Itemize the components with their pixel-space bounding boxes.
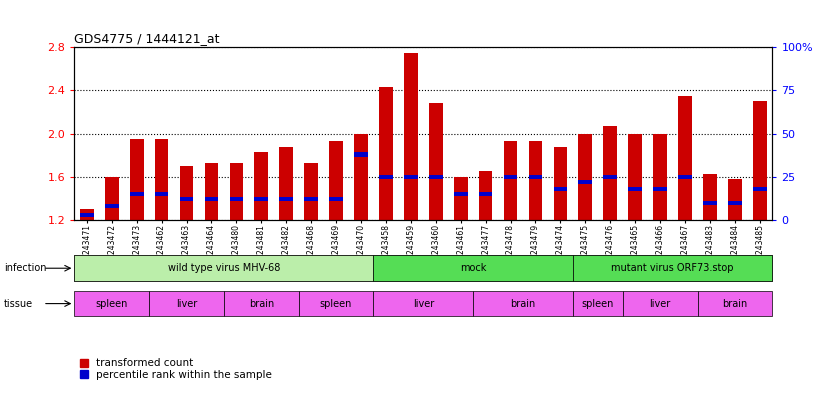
Bar xyxy=(180,197,193,202)
Bar xyxy=(697,291,772,316)
Bar xyxy=(330,141,343,220)
Legend: transformed count, percentile rank within the sample: transformed count, percentile rank withi… xyxy=(79,358,272,380)
Bar xyxy=(753,187,767,191)
Text: mock: mock xyxy=(460,263,487,273)
Text: liver: liver xyxy=(176,299,197,309)
Text: spleen: spleen xyxy=(96,299,128,309)
Bar xyxy=(479,171,492,220)
Bar xyxy=(404,53,418,220)
Bar xyxy=(354,152,368,156)
Bar xyxy=(330,197,343,202)
Bar xyxy=(504,141,517,220)
Bar xyxy=(573,255,772,281)
Text: GDS4775 / 1444121_at: GDS4775 / 1444121_at xyxy=(74,31,220,44)
Bar xyxy=(553,187,567,191)
Bar xyxy=(529,141,543,220)
Text: liver: liver xyxy=(649,299,671,309)
Bar xyxy=(604,126,617,220)
Bar xyxy=(205,163,218,220)
Bar xyxy=(74,255,373,281)
Text: brain: brain xyxy=(722,299,748,309)
Bar xyxy=(80,213,93,217)
Bar xyxy=(224,291,299,316)
Bar xyxy=(653,134,667,220)
Bar xyxy=(453,192,468,196)
Bar xyxy=(504,174,517,179)
Bar xyxy=(379,174,393,179)
Bar xyxy=(299,291,373,316)
Bar xyxy=(154,139,169,220)
Bar xyxy=(404,174,418,179)
Bar xyxy=(254,152,268,220)
Bar xyxy=(573,291,623,316)
Bar xyxy=(105,177,119,220)
Bar xyxy=(354,134,368,220)
Bar xyxy=(205,197,218,202)
Bar xyxy=(180,166,193,220)
Bar xyxy=(728,200,742,205)
Bar xyxy=(753,101,767,220)
Bar xyxy=(254,197,268,202)
Bar xyxy=(728,179,742,220)
Bar xyxy=(429,174,443,179)
Bar xyxy=(473,291,573,316)
Bar xyxy=(703,174,717,220)
Bar xyxy=(304,197,318,202)
Bar xyxy=(453,177,468,220)
Bar xyxy=(154,192,169,196)
Bar xyxy=(130,192,144,196)
Bar xyxy=(604,174,617,179)
Bar xyxy=(578,134,592,220)
Bar xyxy=(105,204,119,208)
Bar xyxy=(653,187,667,191)
Text: brain: brain xyxy=(510,299,535,309)
Text: infection: infection xyxy=(4,263,46,273)
Bar xyxy=(623,291,697,316)
Text: tissue: tissue xyxy=(4,299,33,309)
Bar xyxy=(678,96,692,220)
Bar xyxy=(304,163,318,220)
Text: spleen: spleen xyxy=(320,299,352,309)
Text: liver: liver xyxy=(413,299,434,309)
Text: wild type virus MHV-68: wild type virus MHV-68 xyxy=(168,263,280,273)
Bar xyxy=(80,209,93,220)
Text: brain: brain xyxy=(249,299,274,309)
Bar xyxy=(74,291,150,316)
Bar xyxy=(629,187,642,191)
Bar xyxy=(373,255,573,281)
Text: mutant virus ORF73.stop: mutant virus ORF73.stop xyxy=(611,263,733,273)
Bar xyxy=(373,291,473,316)
Text: spleen: spleen xyxy=(582,299,614,309)
Bar xyxy=(529,174,543,179)
Bar xyxy=(379,87,393,220)
Bar xyxy=(429,103,443,220)
Bar xyxy=(479,192,492,196)
Bar xyxy=(230,163,243,220)
Bar xyxy=(678,174,692,179)
Bar xyxy=(150,291,224,316)
Bar xyxy=(279,147,293,220)
Bar xyxy=(553,147,567,220)
Bar xyxy=(703,200,717,205)
Bar xyxy=(230,197,243,202)
Bar xyxy=(130,139,144,220)
Bar xyxy=(578,180,592,184)
Bar xyxy=(629,134,642,220)
Bar xyxy=(279,197,293,202)
